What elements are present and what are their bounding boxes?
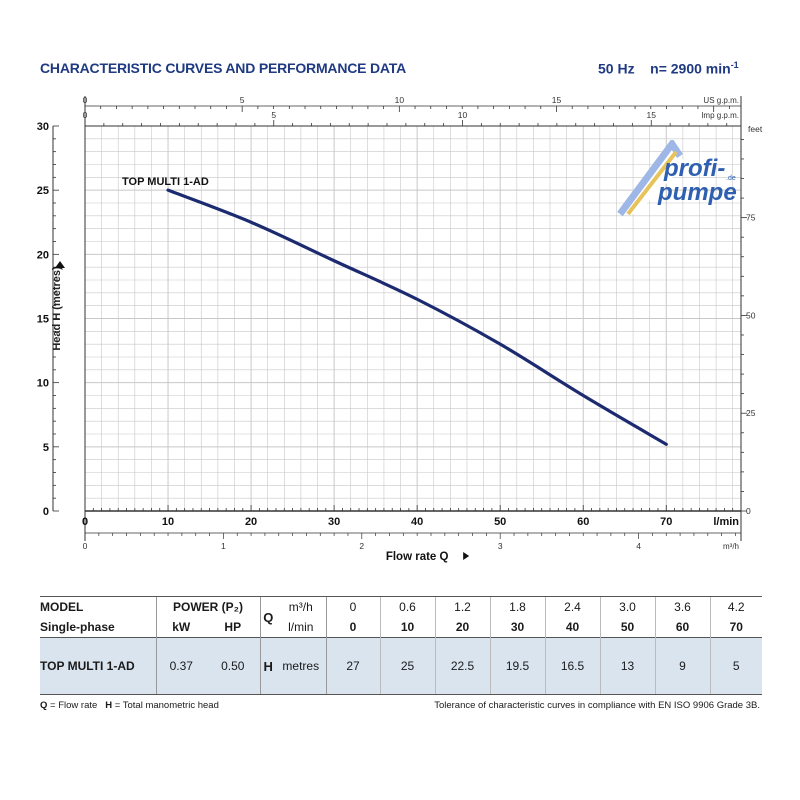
- lmin-tick-label: 60: [577, 516, 589, 528]
- y-tick-label: 5: [43, 442, 49, 454]
- legend-note: Q = Flow rate H = Total manometric head: [40, 700, 219, 711]
- m3h-unit: m³/h: [276, 596, 326, 617]
- lmin-value: 40: [544, 617, 600, 638]
- kw-value: 0.37: [155, 637, 206, 695]
- table-row: TOP MULTI 1-AD 0.37 0.50 H metres 27 25 …: [40, 637, 762, 695]
- usgpm-tick-label: 10: [395, 95, 405, 105]
- m3h-value: 1.8: [489, 596, 545, 617]
- x-axis-arrow-icon: [463, 552, 470, 560]
- head-value: 25: [379, 637, 435, 695]
- m3h-tick-label: 0: [83, 541, 88, 551]
- speed-exponent: -1: [730, 60, 739, 70]
- impgpm-tick-label: 5: [271, 110, 276, 120]
- profi-pumpe-logo: profi- pumpe .de: [617, 140, 737, 217]
- usgpm-tick-label: 15: [552, 95, 562, 105]
- tolerance-note: Tolerance of characteristic curves in co…: [434, 700, 760, 711]
- model-header: MODEL: [40, 596, 156, 617]
- lmin-tick-label: 50: [494, 516, 506, 528]
- power-header: POWER (P₂): [155, 596, 260, 617]
- head-value: 13: [599, 637, 655, 695]
- lmin-value: 20: [434, 617, 490, 638]
- y-tick-label: 0: [43, 506, 49, 518]
- performance-table: MODEL POWER (P₂) Q m³/h 0 0.6 1.2 1.8 2.…: [40, 596, 762, 695]
- head-value: 5: [709, 637, 762, 695]
- metres-unit: metres: [276, 637, 326, 695]
- lmin-tick-label: 10: [162, 516, 174, 528]
- lmin-tick-label: 30: [328, 516, 340, 528]
- head-value: 27: [325, 637, 380, 695]
- h-desc: = Total manometric head: [112, 700, 219, 711]
- impgpm-tick-label: 15: [647, 110, 657, 120]
- lmin-tick-label: 40: [411, 516, 423, 528]
- model-name: TOP MULTI 1-AD: [40, 637, 156, 695]
- m3h-value: 1.2: [434, 596, 490, 617]
- feet-tick-label: 0: [746, 506, 751, 516]
- h-symbol: H: [259, 637, 276, 695]
- svg-text:.de: .de: [726, 175, 736, 182]
- y-tick-label: 25: [37, 185, 49, 197]
- m3h-value: 3.0: [599, 596, 655, 617]
- feet-unit-label: feet: [748, 124, 763, 134]
- y-tick-label: 15: [37, 314, 49, 326]
- lmin-value: 60: [654, 617, 710, 638]
- impgpm-tick-label: 0: [83, 110, 88, 120]
- feet-tick-label: 75: [746, 213, 756, 223]
- hp-value: 0.50: [206, 637, 260, 695]
- feet-tick-label: 25: [746, 408, 756, 418]
- lmin-tick-label: 70: [660, 516, 672, 528]
- head-value: 16.5: [544, 637, 600, 695]
- m3h-value: 2.4: [544, 596, 600, 617]
- frequency-label: 50 Hz: [598, 60, 635, 77]
- lmin-value: 10: [379, 617, 435, 638]
- usgpm-tick-label: 5: [240, 95, 245, 105]
- head-value: 9: [654, 637, 710, 695]
- hp-header: HP: [224, 620, 242, 634]
- m3h-unit-label: m³/h: [723, 542, 739, 551]
- lmin-value: 50: [599, 617, 655, 638]
- m3h-tick-label: 4: [636, 541, 641, 551]
- usgpm-unit-label: US g.p.m.: [703, 96, 739, 105]
- lmin-tick-label: 0: [82, 516, 88, 528]
- impgpm-unit-label: Imp g.p.m.: [701, 111, 739, 120]
- head-value: 19.5: [489, 637, 545, 695]
- y-axis-arrow-icon: [55, 261, 65, 268]
- h-key: H: [105, 700, 113, 711]
- m3h-tick-label: 2: [359, 541, 364, 551]
- feet-tick-label: 50: [746, 310, 756, 320]
- usgpm-tick-label: 0: [83, 95, 88, 105]
- lmin-value: 30: [489, 617, 545, 638]
- q-symbol: Q: [259, 596, 276, 638]
- series-line: [166, 188, 668, 446]
- speed-label: n= 2900 min: [650, 60, 731, 77]
- y-tick-label: 20: [37, 249, 49, 261]
- lmin-unit: l/min: [288, 620, 314, 634]
- page-title: CHARACTERISTIC CURVES AND PERFORMANCE DA…: [40, 60, 406, 76]
- series-label: TOP MULTI 1-AD: [122, 176, 209, 188]
- y-tick-label: 10: [37, 378, 49, 390]
- svg-text:profi-: profi-: [663, 155, 725, 182]
- lmin-tick-label: 20: [245, 516, 257, 528]
- y-tick-label: 30: [37, 121, 49, 133]
- q-key: Q: [40, 700, 48, 711]
- lmin-value: 70: [709, 617, 762, 638]
- q-desc: = Flow rate: [47, 700, 98, 711]
- lmin-unit-label: l/min: [713, 516, 739, 528]
- m3h-value: 3.6: [654, 596, 710, 617]
- y-axis-label: Head H (metres): [51, 266, 63, 351]
- impgpm-tick-label: 10: [458, 110, 468, 120]
- m3h-value: 0: [325, 596, 380, 617]
- svg-text:pumpe: pumpe: [657, 179, 737, 206]
- lmin-value: 0: [325, 617, 380, 638]
- kw-header: kW: [155, 617, 206, 638]
- phase-header: Single-phase: [40, 620, 115, 634]
- x-axis-label: Flow rate Q: [386, 551, 449, 563]
- speed-info: 50 Hz n= 2900 min-1: [598, 60, 739, 77]
- head-value: 22.5: [434, 637, 490, 695]
- m3h-value: 0.6: [379, 596, 435, 617]
- m3h-tick-label: 1: [221, 541, 226, 551]
- m3h-tick-label: 3: [498, 541, 503, 551]
- m3h-value: 4.2: [709, 596, 762, 617]
